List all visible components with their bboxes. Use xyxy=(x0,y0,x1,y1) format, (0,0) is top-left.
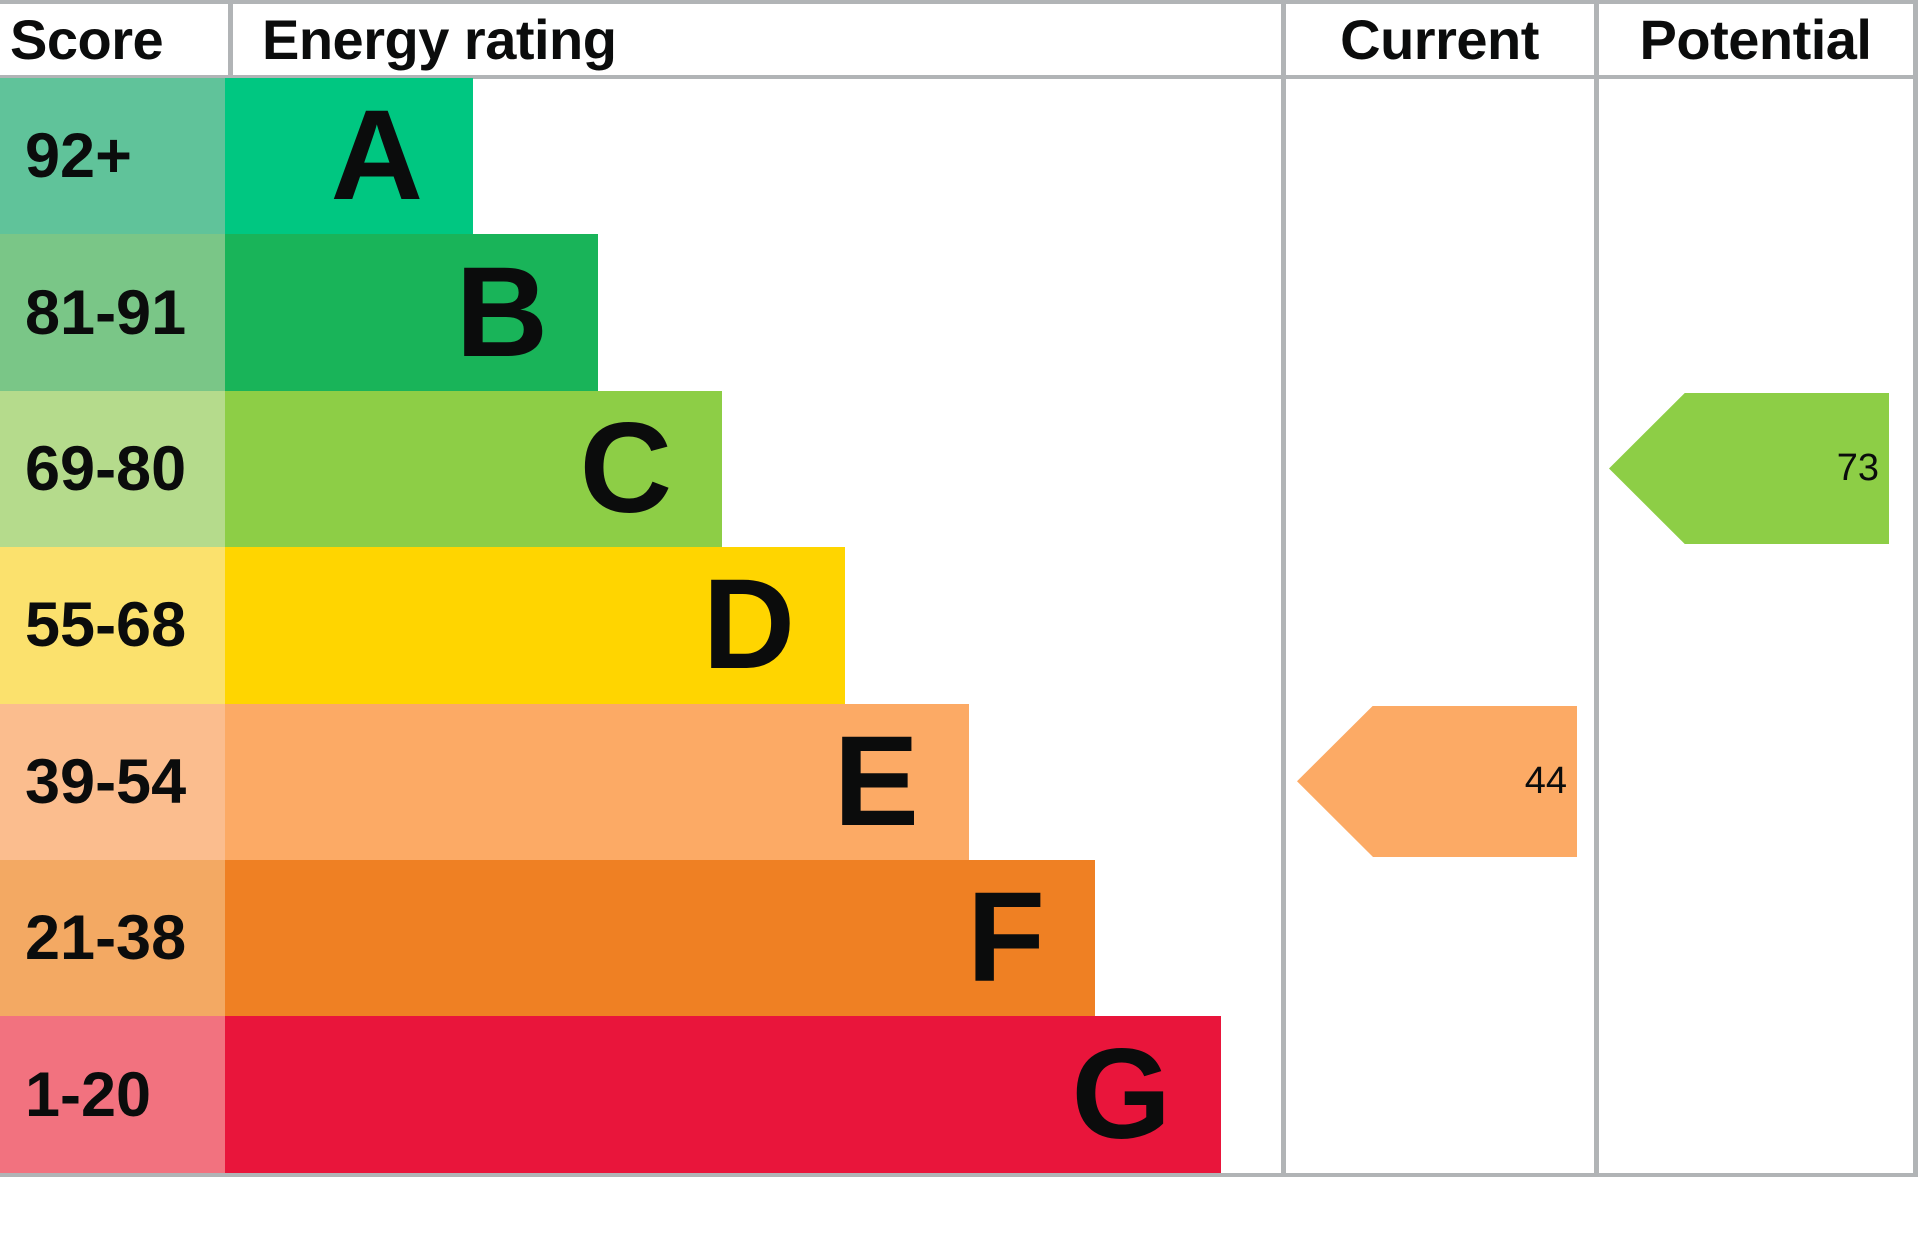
current-column-header: Current xyxy=(1340,8,1539,71)
top-border xyxy=(0,0,1918,4)
band-score-cell: 1-20 xyxy=(0,1016,225,1173)
current-column-left-border xyxy=(1281,4,1286,1177)
band-score-cell: 69-80 xyxy=(0,390,225,548)
band-bar: G xyxy=(225,1016,1221,1173)
table-right-border xyxy=(1913,4,1918,1177)
band-letter: G xyxy=(1071,1022,1171,1166)
energy-rating-column-header: Energy rating xyxy=(262,8,617,71)
potential-column-header: Potential xyxy=(1639,8,1872,71)
band-score-cell: 55-68 xyxy=(0,547,225,704)
band-letter: E xyxy=(833,709,919,853)
current-rating-value: 44 xyxy=(1524,759,1567,802)
band-score-cell: 81-91 xyxy=(0,234,225,391)
band-bar: C xyxy=(225,390,722,548)
band-letter: D xyxy=(702,553,795,697)
band-score-label: 1-20 xyxy=(25,1059,152,1130)
band-score-label: 69-80 xyxy=(25,433,187,504)
score-header-divider xyxy=(228,4,233,75)
band-letter: C xyxy=(579,396,672,540)
band-score-cell: 21-38 xyxy=(0,860,225,1017)
band-score-cell: 92+ xyxy=(0,78,225,235)
band-score-label: 39-54 xyxy=(25,746,187,817)
band-score-label: 55-68 xyxy=(25,590,187,661)
band-score-cell: 39-54 xyxy=(0,703,225,860)
current-rating-arrow: 44 xyxy=(1297,705,1577,857)
potential-rating-arrow: 73 xyxy=(1609,392,1889,545)
band-bar: F xyxy=(225,860,1095,1017)
band-bar: E xyxy=(225,703,969,860)
potential-rating-value: 73 xyxy=(1836,446,1879,489)
potential-column-left-border xyxy=(1594,4,1599,1177)
band-score-label: 92+ xyxy=(25,121,132,192)
band-letter: F xyxy=(966,866,1045,1010)
band-score-label: 21-38 xyxy=(25,903,187,974)
score-column-header: Score xyxy=(10,8,164,71)
header-bottom-border xyxy=(0,75,1918,79)
band-bar: B xyxy=(225,234,598,391)
band-score-label: 81-91 xyxy=(25,277,187,348)
band-letter: B xyxy=(455,240,548,384)
band-bar: D xyxy=(225,547,845,704)
band-letter: A xyxy=(330,84,423,228)
bottom-border xyxy=(0,1173,1918,1177)
band-bar: A xyxy=(225,78,473,235)
